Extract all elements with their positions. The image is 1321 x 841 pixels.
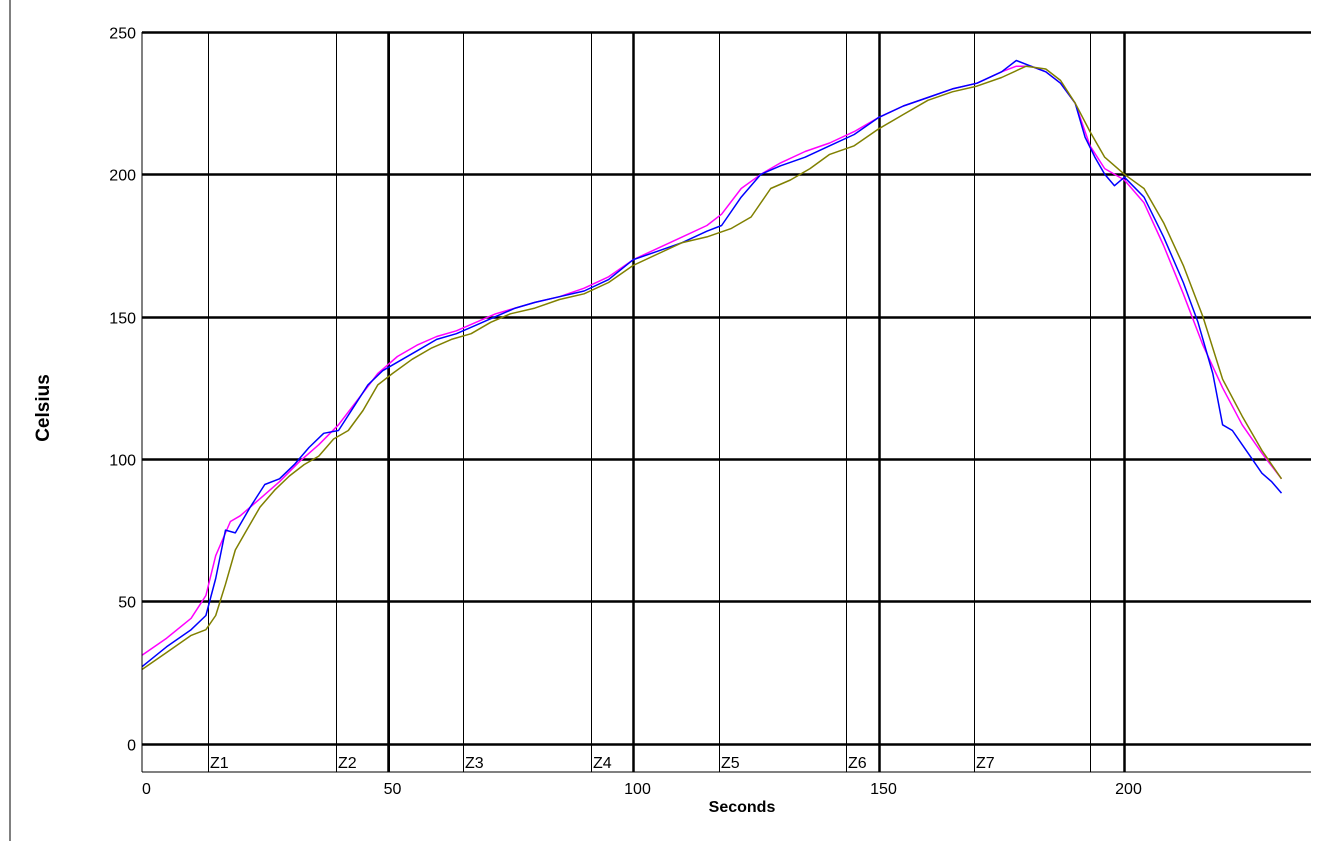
x-tick-label: 150 (870, 781, 897, 798)
y-tick-label: 50 (118, 595, 136, 612)
series-lines (141, 59, 1283, 671)
x-tick-label: 200 (1115, 781, 1142, 798)
x-axis-label: Seconds (709, 799, 776, 816)
zone-label: Z1 (210, 755, 229, 772)
axes (141, 32, 1311, 773)
y-tick-label: 200 (109, 168, 136, 185)
zone-label: Z6 (848, 755, 867, 772)
series-line-2 (141, 59, 1283, 668)
zone-markers: Z1 Z2 Z3 Z4 Z5 Z6 Z7 (208, 32, 1091, 772)
x-tick-label: 100 (624, 781, 651, 798)
zone-label: Z2 (338, 755, 357, 772)
x-tick-label: 50 (384, 781, 402, 798)
zone-label: Z7 (976, 755, 995, 772)
x-tick-label: 0 (142, 781, 151, 798)
tick-labels: 0 50 100 150 200 250 0 50 100 150 200 (109, 26, 1142, 799)
y-tick-label: 250 (109, 26, 136, 43)
zone-label: Z5 (721, 755, 740, 772)
series-line-3 (141, 65, 1283, 671)
y-tick-label: 150 (109, 311, 136, 328)
y-tick-label: 100 (109, 453, 136, 470)
zone-label: Z3 (465, 755, 484, 772)
y-tick-label: 0 (127, 738, 136, 755)
y-axis-label: Celsius (33, 374, 54, 442)
series-line-1 (141, 65, 1283, 656)
zone-label: Z4 (593, 755, 612, 772)
